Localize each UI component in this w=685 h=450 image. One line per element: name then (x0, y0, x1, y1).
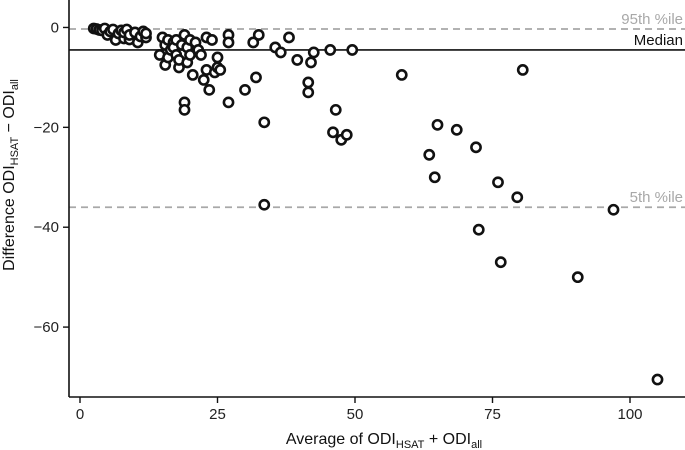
data-point (214, 64, 227, 76)
data-point (428, 171, 441, 184)
axes (68, 0, 685, 398)
x-axis-title: Average of ODIHSAT + ODIall (286, 431, 482, 450)
data-point (327, 126, 339, 139)
x-tick-label: 50 (347, 406, 364, 423)
data-point (346, 44, 359, 56)
data-point (571, 271, 584, 284)
data-point (340, 128, 353, 141)
data-point (324, 44, 337, 56)
data-point (258, 116, 271, 129)
data-point (302, 86, 315, 99)
x-tick-label: 25 (209, 406, 226, 423)
data-point (140, 27, 152, 40)
y-tick-label: −60 (34, 319, 59, 336)
reference-label-0: 95th %ile (621, 11, 683, 28)
data-point (186, 69, 199, 81)
y-axis-title: Difference ODIHSAT − ODIall (1, 79, 21, 271)
data-point (470, 141, 482, 154)
data-point (258, 198, 271, 211)
data-point (472, 223, 485, 236)
data-point (206, 34, 218, 46)
data-point (283, 31, 295, 44)
data-point (291, 54, 304, 66)
x-tick-label: 100 (617, 406, 642, 423)
data-points (87, 22, 664, 386)
data-point (178, 103, 191, 116)
y-tick-label: −20 (34, 119, 59, 136)
data-point (516, 64, 529, 76)
reference-label-2: 5th %ile (630, 189, 683, 206)
data-point (307, 46, 320, 59)
data-point (492, 176, 504, 189)
reference-label-1: Median (634, 32, 683, 49)
x-tick-label: 75 (484, 406, 501, 423)
data-point (239, 83, 251, 96)
data-point (222, 36, 235, 49)
data-point (302, 76, 315, 89)
data-point (222, 96, 235, 109)
data-point (450, 123, 463, 136)
data-point (247, 36, 260, 49)
data-point (195, 49, 207, 61)
data-point (607, 203, 620, 216)
reference-labels: 95th %ile Median 5th %ile (621, 11, 683, 206)
ticks: 0 25 50 75 100 0 −20 −40 −60 (34, 19, 643, 423)
data-point (431, 118, 444, 131)
data-point (274, 46, 287, 59)
x-tick-label: 0 (76, 406, 84, 423)
data-point (395, 69, 408, 81)
data-point (651, 373, 664, 386)
data-point (494, 256, 507, 269)
data-point (423, 148, 436, 161)
data-point (203, 83, 216, 96)
data-point (252, 29, 265, 41)
data-point (305, 56, 317, 69)
data-point (250, 71, 262, 84)
y-tick-label: 0 (51, 19, 59, 36)
data-point (511, 191, 524, 204)
data-point (197, 73, 210, 86)
y-tick-label: −40 (34, 219, 59, 236)
data-point (211, 51, 224, 64)
data-point (329, 103, 342, 116)
data-point (184, 49, 196, 61)
